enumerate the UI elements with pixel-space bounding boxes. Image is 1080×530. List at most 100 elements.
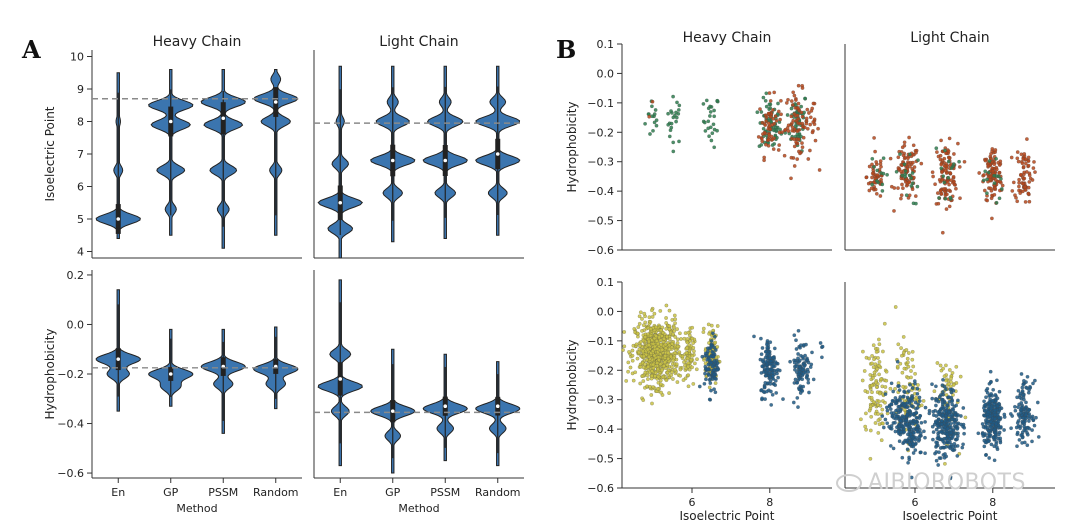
scatter-point xyxy=(650,104,654,109)
scatter-point xyxy=(897,388,902,392)
scatter-point xyxy=(675,327,679,331)
scatter-point xyxy=(793,377,798,382)
scatter-point xyxy=(985,418,990,423)
scatter-point xyxy=(897,384,901,388)
scatter-point xyxy=(756,135,761,139)
scatter-point xyxy=(622,344,627,349)
scatter-point xyxy=(880,414,885,418)
x-tick-label: Random xyxy=(253,486,299,499)
scatter-point xyxy=(986,410,991,414)
scatter-point xyxy=(988,186,993,191)
scatter-point xyxy=(950,371,955,375)
scatter-point xyxy=(706,349,710,354)
scatter-point xyxy=(902,389,906,394)
scatter-point xyxy=(977,171,982,175)
scatter-point xyxy=(645,384,649,389)
scatter-point xyxy=(902,415,906,419)
scatter-point xyxy=(988,174,993,179)
scatter-point xyxy=(953,412,957,417)
scatter-point xyxy=(785,113,790,117)
scatter-point xyxy=(887,404,892,409)
scatter-point xyxy=(869,395,874,400)
scatter-point xyxy=(949,376,953,381)
scatter-point xyxy=(761,126,766,131)
scatter-point xyxy=(870,175,874,180)
scatter-point xyxy=(782,153,787,158)
scatter-point xyxy=(992,417,997,421)
scatter-point xyxy=(1026,155,1031,160)
scatter-point xyxy=(709,344,714,348)
scatter-point xyxy=(990,399,995,403)
scatter-point xyxy=(914,410,919,415)
scatter-point xyxy=(706,106,711,111)
scatter-point xyxy=(647,354,651,359)
scatter-point xyxy=(942,164,947,168)
scatter-point xyxy=(810,350,814,355)
scatter-point xyxy=(1020,435,1025,440)
scatter-point xyxy=(870,162,874,167)
scatter-point xyxy=(1011,180,1016,185)
scatter-point xyxy=(666,356,670,361)
scatter-point xyxy=(686,384,691,389)
scatter-point xyxy=(984,453,988,457)
scatter-point xyxy=(670,365,674,370)
scatter-point xyxy=(1017,184,1021,189)
scatter-point xyxy=(649,374,654,378)
scatter-point xyxy=(982,399,986,404)
y-tick-label: 7 xyxy=(77,148,84,161)
scatter-point xyxy=(650,308,654,313)
scatter-point xyxy=(1016,405,1021,410)
panel-label-b: B xyxy=(556,35,576,64)
scatter-point xyxy=(942,187,946,191)
y-axis-label: Hydrophobicity xyxy=(565,101,579,192)
scatter-point xyxy=(994,157,998,161)
violin-median-dot xyxy=(443,404,448,408)
scatter-point xyxy=(909,375,913,380)
scatter-point xyxy=(675,344,680,349)
scatter-point xyxy=(913,419,918,424)
scatter-point xyxy=(1015,395,1019,400)
scatter-point xyxy=(706,367,710,372)
scatter-point xyxy=(799,104,804,109)
watermark-text: AIBIOROBOTS xyxy=(868,470,1026,495)
scatter-point xyxy=(765,352,770,356)
scatter-point xyxy=(986,439,991,444)
scatter-point xyxy=(910,181,915,186)
scatter-point xyxy=(768,367,773,372)
scatter-point xyxy=(770,370,775,375)
scatter-point xyxy=(691,382,696,386)
scatter-point xyxy=(993,393,998,397)
scatter-point xyxy=(901,350,906,355)
scatter-point xyxy=(890,413,895,418)
x-tick-label: En xyxy=(111,486,125,499)
scatter-point xyxy=(941,377,945,382)
scatter-point xyxy=(796,137,801,142)
scatter-point xyxy=(707,331,711,336)
scatter-point xyxy=(649,369,654,373)
scatter-point xyxy=(999,187,1004,191)
scatter-point xyxy=(870,182,874,187)
scatter-point xyxy=(810,130,815,135)
scatter-point xyxy=(911,451,916,455)
scatter-point xyxy=(895,364,900,369)
scatter-point xyxy=(762,370,766,374)
scatter-point xyxy=(682,336,687,341)
scatter-point xyxy=(690,336,695,341)
scatter-point xyxy=(789,106,794,111)
scatter-point xyxy=(877,372,881,377)
scatter-point xyxy=(755,110,760,115)
scatter-point xyxy=(899,346,903,350)
scatter-point xyxy=(643,320,648,325)
scatter-point xyxy=(764,142,768,147)
scatter-point xyxy=(678,373,683,378)
scatter-point xyxy=(879,377,883,382)
scatter-point xyxy=(669,109,673,113)
scatter-point xyxy=(867,164,872,169)
scatter-point xyxy=(902,408,907,412)
scatter-point xyxy=(862,369,867,373)
scatter-point xyxy=(919,450,923,455)
scatter-point xyxy=(951,162,956,166)
scatter-point xyxy=(706,373,711,377)
scatter-point xyxy=(875,179,879,183)
scatter-point xyxy=(647,315,652,320)
